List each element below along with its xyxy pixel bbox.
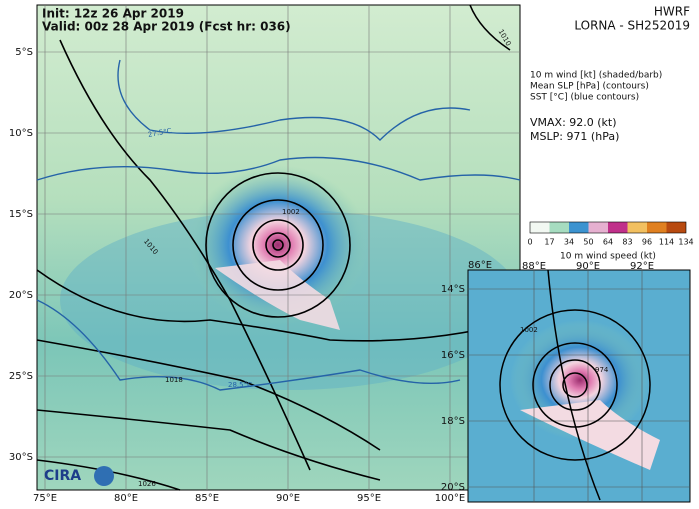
graticule: 5°S 10°S 15°S 20°S 25°S 30°S 75°E 80°E 85°E 90°E 9… [9,5,520,504]
slp-label: 1002 [282,208,300,216]
colorbar-segment [666,222,686,233]
inset-lat-label: 20°S [441,482,465,493]
colorbar-segment [569,222,589,233]
colorbar: 0 17 34 50 64 83 96 114 134 [527,221,694,247]
colorbar-tick: 114 [659,238,674,247]
logo: CIRA [44,468,81,484]
colorbar-tick: 0 [527,238,532,247]
colorbar-tick: 64 [603,238,613,247]
inset-map: 86°E 88°E 90°E 92°E 14°S 16°S 18°S 20°S 1002 97… [441,260,691,503]
vmax: VMAX: 92.0 (kt) [530,116,617,129]
inset-slp-label: 1002 [520,326,538,334]
colorbar-segment [608,222,628,233]
inset-graticule: 86°E 88°E 90°E 92°E 14°S 16°S 18°S 20°S [441,260,690,502]
logo-globe [94,466,114,486]
legend-line: 10 m wind [kt] (shaded/barb) [530,71,662,81]
legend-line: Mean SLP [hPa] (contours) [530,82,649,92]
lon-label: 75°E [33,493,57,504]
inset-lon-label: 92°E [630,261,654,272]
colorbar-tick: 50 [583,238,593,247]
lat-label: 15°S [9,209,33,220]
legend: 10 m wind [kt] (shaded/barb)Mean SLP [hP… [530,71,662,103]
mslp: MSLP: 971 (hPa) [530,130,619,143]
init-time: Init: 12z 26 Apr 2019 [42,7,184,21]
lat-label: 5°S [15,47,33,58]
lon-label: 80°E [114,493,138,504]
valid-time: Valid: 00z 28 Apr 2019 (Fcst hr: 036) [42,20,291,34]
lat-label: 25°S [9,371,33,382]
colorbar-frame [529,221,687,234]
colorbar-label: 10 m wind speed (kt) [560,252,656,262]
colorbar-segment [627,222,647,233]
lon-label: 95°E [357,493,381,504]
inset-slp-label: 974 [595,366,609,374]
colorbar-tick: 17 [544,238,554,247]
colorbar-tick: 134 [678,238,693,247]
storm-id: LORNA - SH252019 [574,19,690,33]
lat-label: 10°S [9,128,33,139]
lat-label: 30°S [9,452,33,463]
legend-line: SST [°C] (blue contours) [530,93,639,103]
inset-lat-label: 14°S [441,284,465,295]
model: HWRF [654,5,690,19]
inset-lon-label: 88°E [522,261,546,272]
lon-label: 90°E [276,493,300,504]
lat-label: 20°S [9,290,33,301]
colorbar-segment [549,222,569,233]
lon-label: 100°E [435,493,465,504]
sst-contours [36,59,521,391]
lon-label: 85°E [195,493,219,504]
slp-label: 1026 [138,480,156,488]
inset-lat-label: 18°S [441,416,465,427]
colorbar-tick: 83 [622,238,632,247]
inset-lat-label: 16°S [441,350,465,361]
colorbar-tick: 96 [642,238,652,247]
colorbar-segment [530,222,550,233]
sst-label: 28.5°C [228,381,252,389]
main-map: 5°S 10°S 15°S 20°S 25°S 30°S 75°E 80°E 85°E 90°E 9… [9,4,521,504]
colorbar-segment [588,222,608,233]
inset-lon-label: 86°E [468,260,492,271]
slp-label: 1018 [165,376,183,384]
inset-lon-label: 90°E [576,261,600,272]
colorbar-segment [647,222,667,233]
slp-contours [36,4,521,491]
colorbar-tick: 34 [564,238,574,247]
